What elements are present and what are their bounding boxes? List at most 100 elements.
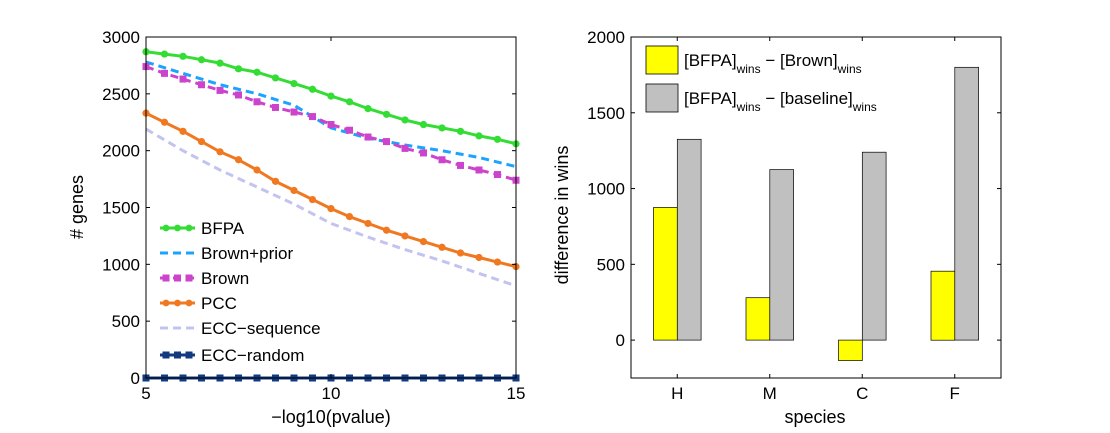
bar-f-series-1 bbox=[930, 270, 956, 341]
data-point-pcc bbox=[345, 212, 354, 221]
data-point-brown bbox=[494, 171, 501, 179]
legend-label-pcc: PCC bbox=[201, 294, 237, 313]
data-point-brown bbox=[383, 138, 390, 146]
data-point-pcc bbox=[382, 226, 391, 234]
data-point-brown bbox=[290, 108, 298, 116]
legend-marker bbox=[185, 224, 193, 232]
data-point-pcc bbox=[216, 148, 224, 156]
legend-marker bbox=[185, 274, 193, 282]
data-point-bfpa bbox=[271, 74, 280, 82]
svg-text:[BFPA]wins − [Brown]wins: [BFPA]wins − [Brown]wins bbox=[684, 51, 862, 76]
bar-chart-bars bbox=[653, 66, 979, 361]
x-tick-label: 10 bbox=[322, 384, 341, 403]
legend-swatch-bfpa-minus-baseline bbox=[645, 83, 679, 113]
data-point-bfpa bbox=[438, 124, 446, 132]
bar-f-series-2 bbox=[954, 66, 979, 341]
data-point-pcc bbox=[197, 137, 206, 146]
legend-subscript: wins bbox=[837, 62, 862, 76]
legend-marker bbox=[185, 299, 193, 307]
data-point-bfpa bbox=[308, 85, 317, 93]
legend-entry-brown-prior: Brown+prior bbox=[160, 244, 293, 263]
legend-marker bbox=[162, 351, 170, 359]
data-point-bfpa bbox=[290, 80, 298, 88]
line-chart-legend: BFPA Brown+prior Brown PCC ECC−sequence … bbox=[160, 219, 321, 365]
y-tick-label: 2000 bbox=[587, 28, 625, 47]
legend-label-brown: Brown bbox=[201, 269, 249, 288]
legend-subscript: wins bbox=[736, 100, 761, 114]
data-point-pcc bbox=[456, 249, 465, 257]
y-tick-label: 1000 bbox=[102, 255, 140, 274]
x-tick-label: F bbox=[950, 384, 960, 403]
data-point-bfpa bbox=[160, 50, 169, 58]
legend-entry-ecc-sequence: ECC−sequence bbox=[160, 319, 321, 338]
svg-text:[BFPA]wins − [baseline]wins: [BFPA]wins − [baseline]wins bbox=[684, 89, 877, 114]
x-tick-label: H bbox=[671, 384, 683, 403]
line-chart-ticks: 0 500 1000 1500 2000 2500 3000 5 10 15 bbox=[102, 28, 525, 403]
data-point-bfpa bbox=[401, 116, 409, 124]
bar-chart-x-axis-label: species bbox=[784, 407, 845, 427]
data-point-brown bbox=[327, 121, 335, 129]
legend-marker bbox=[162, 299, 170, 307]
data-point-pcc bbox=[253, 166, 261, 174]
legend-marker bbox=[162, 274, 170, 282]
data-point-pcc bbox=[160, 118, 169, 126]
legend-entry-brown: Brown bbox=[160, 269, 249, 288]
data-point-pcc bbox=[438, 243, 446, 251]
data-point-pcc bbox=[271, 177, 280, 185]
data-point-pcc bbox=[290, 186, 298, 195]
legend-marker bbox=[174, 274, 181, 282]
line-chart: 0 500 1000 1500 2000 2500 3000 5 10 15 −log10(pva… bbox=[67, 28, 525, 427]
data-point-pcc bbox=[364, 219, 372, 228]
data-point-brown bbox=[475, 166, 483, 174]
bar-chart-legend: [BFPA]wins − [Brown]wins [BFPA]wins − [b… bbox=[645, 45, 877, 114]
bar-chart-y-axis-label: difference in wins bbox=[552, 146, 572, 285]
y-tick-label: 0 bbox=[131, 369, 140, 388]
data-point-brown bbox=[216, 86, 224, 94]
data-point-pcc bbox=[475, 253, 483, 262]
data-point-brown bbox=[272, 103, 279, 111]
data-point-bfpa bbox=[345, 98, 354, 106]
data-point-brown bbox=[346, 126, 353, 134]
data-point-bfpa bbox=[419, 120, 428, 129]
data-point-bfpa bbox=[234, 65, 243, 73]
legend-marker bbox=[185, 351, 193, 359]
legend-entry-bfpa: BFPA bbox=[160, 219, 245, 238]
line-chart-series bbox=[142, 48, 520, 382]
y-tick-label: 1500 bbox=[587, 104, 625, 123]
legend-entry-bfpa-minus-brown: [BFPA]wins − [Brown]wins bbox=[645, 45, 862, 76]
series-line-ecc-sequence bbox=[145, 127, 517, 288]
data-point-bfpa bbox=[253, 68, 261, 76]
bar-h-series-1 bbox=[653, 207, 678, 341]
legend-label-brown-prior: Brown+prior bbox=[201, 244, 293, 263]
legend-subscript: wins bbox=[852, 100, 877, 114]
data-point-bfpa bbox=[364, 105, 372, 113]
data-point-pcc bbox=[327, 205, 335, 213]
data-point-bfpa bbox=[475, 132, 483, 140]
legend-entry-ecc-random: ECC−random bbox=[160, 346, 304, 365]
legend-subscript: wins bbox=[736, 62, 761, 76]
legend-text-part: − [baseline] bbox=[761, 89, 853, 108]
legend-label-bfpa: BFPA bbox=[201, 219, 245, 238]
y-tick-label: 1000 bbox=[587, 180, 625, 199]
legend-swatch-bfpa-minus-brown bbox=[645, 45, 679, 75]
data-point-brown bbox=[198, 81, 205, 89]
line-chart-y-axis-label: # genes bbox=[67, 175, 87, 239]
x-tick-label: 5 bbox=[141, 384, 150, 403]
bar-c-series-1 bbox=[838, 339, 863, 361]
data-point-bfpa bbox=[382, 110, 391, 118]
legend-marker bbox=[174, 351, 181, 359]
data-point-bfpa bbox=[456, 127, 465, 135]
data-point-brown bbox=[253, 98, 261, 106]
data-point-pcc bbox=[493, 258, 502, 266]
x-tick-label: 15 bbox=[507, 384, 526, 403]
data-point-pcc bbox=[234, 156, 243, 164]
data-point-brown bbox=[364, 133, 372, 141]
y-tick-label: 2500 bbox=[102, 85, 140, 104]
data-point-brown bbox=[457, 161, 464, 169]
y-tick-label: 500 bbox=[112, 312, 140, 331]
data-point-bfpa bbox=[197, 56, 206, 64]
data-point-brown bbox=[438, 156, 446, 164]
data-point-bfpa bbox=[327, 92, 335, 100]
legend-text-part: [BFPA] bbox=[684, 89, 737, 108]
